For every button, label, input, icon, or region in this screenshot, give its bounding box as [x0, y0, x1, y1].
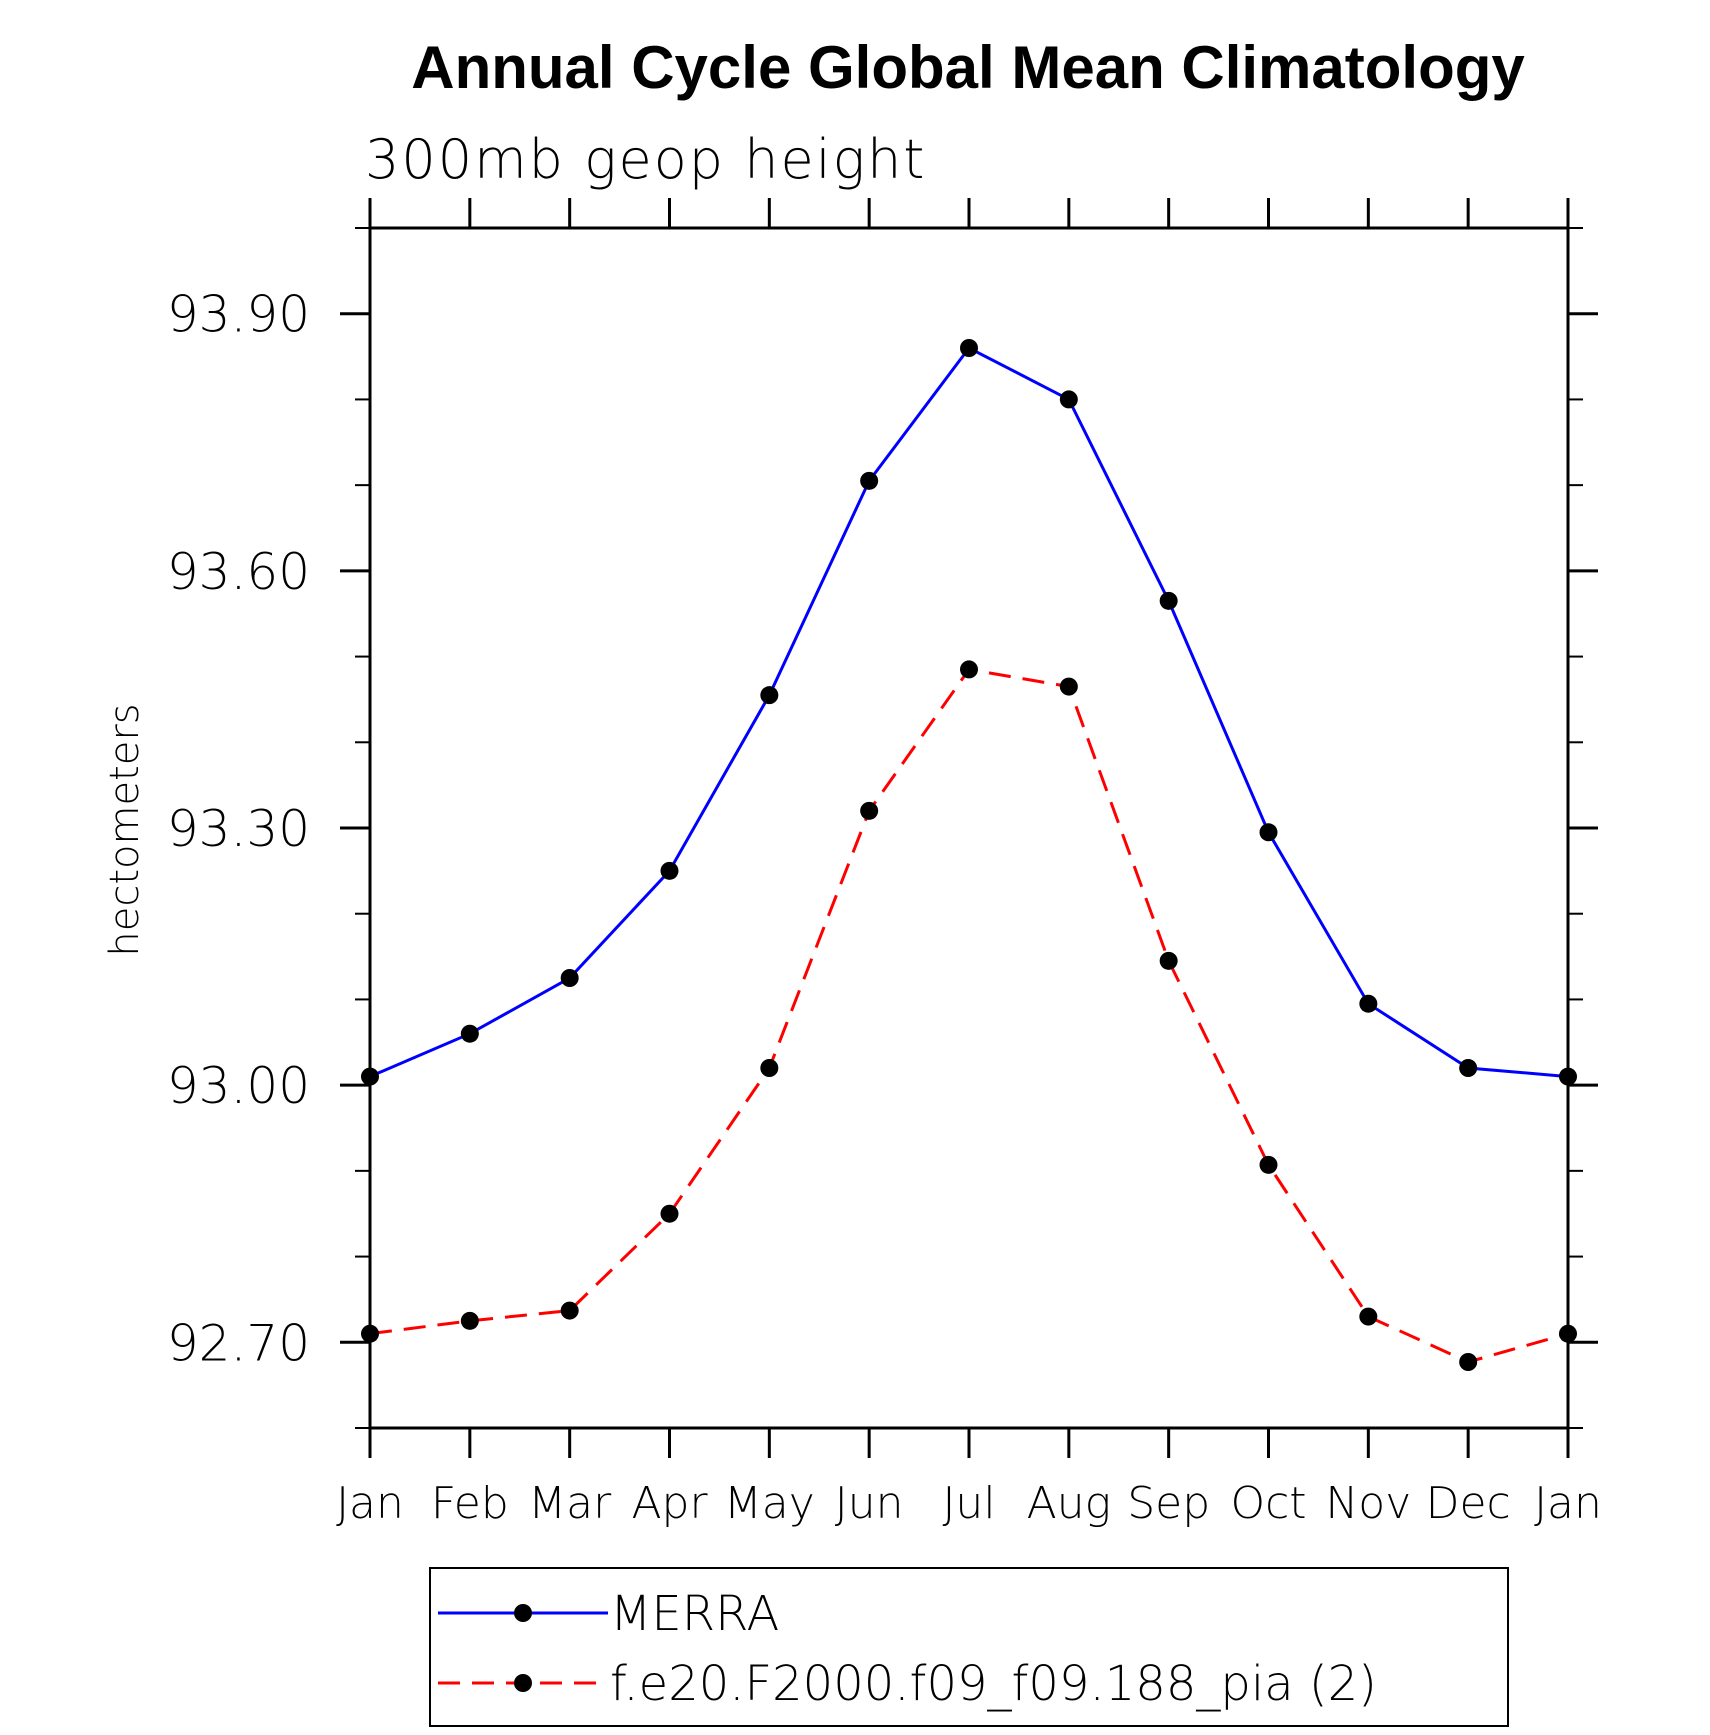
data-point — [1559, 1324, 1577, 1343]
data-point — [960, 660, 978, 679]
axes: Jan Feb Mar Apr May Jun Jul Aug Sep Oct Nov Dec Jan 9… — [167, 198, 1602, 1529]
data-point — [760, 1059, 779, 1077]
data-point — [460, 1024, 479, 1043]
data-point — [1059, 390, 1078, 409]
x-tick-label: Jul — [942, 1478, 995, 1529]
x-tick-label: May — [724, 1478, 815, 1529]
legend-items: MERRA f.e20.F2000.f09_f09.188_pia (2) — [438, 1586, 1377, 1712]
data-point — [1359, 1307, 1378, 1326]
data-point — [460, 1311, 479, 1330]
data-point — [860, 471, 879, 490]
data-point — [1259, 823, 1278, 842]
data-point — [560, 1301, 579, 1320]
data-point — [1559, 1067, 1577, 1086]
data-point — [760, 686, 779, 705]
x-tick-label: Jan — [1534, 1478, 1602, 1529]
data-point — [660, 861, 679, 880]
legend: MERRA f.e20.F2000.f09_f09.188_pia (2) — [429, 1567, 1509, 1727]
data-point — [1359, 994, 1378, 1013]
legend-marker — [514, 1604, 532, 1622]
data-point — [1159, 951, 1178, 970]
series-2 — [361, 660, 1577, 1371]
x-tick-label: Jan — [336, 1478, 404, 1529]
y-axis-label: hectometers — [102, 703, 148, 956]
x-tick-label: Mar — [528, 1478, 612, 1529]
data-point — [361, 1324, 379, 1343]
legend-label: f.e20.F2000.f09_f09.188_pia (2) — [610, 1656, 1377, 1712]
x-tick-label: Nov — [1325, 1478, 1411, 1529]
y-tick-label: 93.00 — [167, 1057, 310, 1115]
chart-subtitle: 300mb geop height — [365, 128, 926, 191]
data-point — [1259, 1155, 1278, 1174]
x-tick-label: Aug — [1027, 1478, 1111, 1529]
y-tick-label: 93.90 — [167, 286, 310, 344]
series-line — [369, 346, 1569, 1079]
data-point — [1159, 591, 1178, 610]
plot-frame — [368, 226, 1570, 1430]
y-tick-label: 93.30 — [167, 800, 310, 858]
data-point — [1459, 1059, 1478, 1077]
y-tick-label: 93.60 — [167, 543, 310, 601]
data-point — [1059, 677, 1078, 696]
data-point — [361, 1067, 379, 1086]
data-point — [960, 339, 978, 357]
x-tick-label: Oct — [1230, 1478, 1306, 1529]
series-layer — [361, 339, 1577, 1371]
data-point — [860, 801, 879, 820]
data-point — [560, 969, 579, 987]
x-tick-label: Jun — [835, 1478, 904, 1529]
legend-frame — [429, 1567, 1509, 1727]
x-tick-label: Feb — [431, 1478, 509, 1529]
legend-label: MERRA — [610, 1586, 779, 1642]
series-1 — [361, 339, 1577, 1086]
legend-marker — [514, 1674, 532, 1692]
x-tick-label: Apr — [631, 1478, 708, 1529]
data-point — [660, 1204, 679, 1223]
x-tick-label: Dec — [1426, 1478, 1511, 1529]
chart-title: Annual Cycle Global Mean Climatology — [411, 34, 1525, 101]
y-tick-label: 92.70 — [167, 1314, 310, 1372]
x-tick-label: Sep — [1127, 1478, 1210, 1529]
data-point — [1459, 1353, 1478, 1371]
